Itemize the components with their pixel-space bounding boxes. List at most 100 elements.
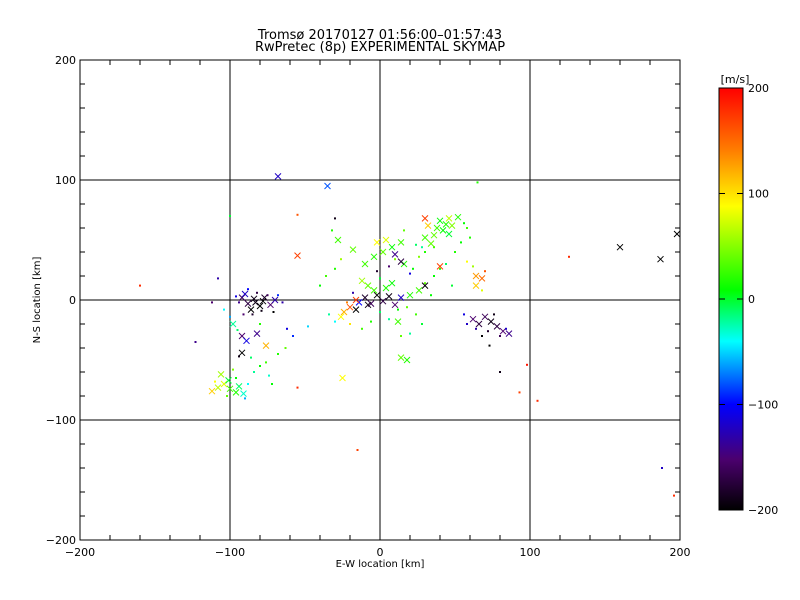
meteor-dot — [397, 308, 399, 311]
meteor-dot — [499, 371, 501, 373]
meteor-cross — [358, 277, 366, 285]
meteor-dot — [518, 391, 521, 394]
meteor-cross — [472, 282, 480, 289]
meteor-cross — [505, 330, 513, 337]
cross-stroke — [229, 320, 237, 328]
cross-stroke — [217, 371, 225, 378]
meteor-dot — [421, 323, 423, 325]
cross-stroke — [271, 296, 279, 304]
cross-stroke — [235, 383, 243, 390]
meteor-cross — [274, 173, 282, 180]
meteor-dot — [673, 494, 675, 497]
meteor-cross — [259, 297, 267, 305]
cross-stroke — [415, 287, 423, 294]
cross-stroke — [406, 291, 414, 299]
meteor-dot — [235, 377, 237, 379]
cross-stroke — [469, 315, 477, 323]
meteor-cross — [472, 272, 480, 280]
meteor-cross — [220, 380, 228, 388]
cross-stroke — [421, 234, 429, 241]
meteor-cross — [406, 291, 414, 299]
meteor-dot — [463, 313, 465, 316]
meteor-cross — [430, 231, 438, 239]
meteor-cross — [382, 284, 390, 292]
cross-stroke — [220, 380, 228, 388]
meteor-cross — [493, 323, 501, 330]
cross-stroke — [385, 293, 393, 300]
cross-stroke — [361, 294, 369, 301]
meteor-cross — [475, 320, 483, 328]
meteor-dot — [277, 353, 279, 355]
cross-stroke — [421, 215, 429, 222]
cross-stroke — [243, 337, 250, 345]
meteor-cross — [238, 349, 246, 357]
cross-stroke — [397, 239, 405, 246]
meteor-dot — [251, 313, 254, 316]
cross-stroke — [339, 374, 346, 382]
meteor-cross — [352, 296, 360, 304]
meteor-cross — [361, 260, 369, 268]
meteor-cross — [262, 342, 270, 349]
y-tick-label: −200 — [46, 534, 76, 547]
x-axis-label: E-W location [km] — [336, 559, 425, 570]
cross-stroke — [247, 306, 255, 313]
meteor-dot — [439, 267, 441, 270]
meteor-dot — [418, 255, 420, 258]
meteor-dot — [499, 335, 501, 337]
colorbar-label: [m/s] — [721, 73, 750, 86]
meteor-cross — [208, 387, 216, 395]
meteor-cross — [391, 301, 399, 309]
meteor-dot — [346, 301, 348, 304]
meteor-dot — [223, 308, 225, 311]
meteor-cross — [364, 301, 372, 309]
meteor-dot — [469, 236, 471, 239]
cross-stroke — [240, 390, 247, 397]
meteor-dot — [445, 263, 447, 265]
meteor-cross — [439, 227, 447, 234]
meteor-dot — [466, 227, 468, 229]
meteor-cross — [379, 297, 387, 305]
meteor-dot — [472, 265, 474, 268]
cross-stroke — [448, 222, 456, 229]
meteor-dot — [421, 246, 423, 249]
cross-stroke — [445, 215, 453, 222]
meteor-dot — [424, 251, 426, 253]
cross-stroke — [241, 290, 249, 298]
meteor-cross — [415, 287, 423, 294]
meteor-cross — [454, 213, 462, 221]
meteor-cross — [244, 300, 252, 307]
meteor-dot — [356, 449, 359, 451]
cross-stroke — [337, 313, 345, 321]
meteor-dot — [331, 229, 333, 232]
y-tick-label: −100 — [46, 414, 76, 427]
cross-stroke — [391, 251, 399, 258]
meteor-cross — [616, 243, 624, 251]
cross-stroke — [259, 297, 267, 305]
meteor-cross — [226, 385, 234, 393]
meteor-cross — [243, 337, 250, 345]
colorbar-tick-label: −200 — [748, 504, 778, 517]
meteor-dot — [271, 383, 273, 385]
cross-stroke — [397, 258, 405, 265]
cross-stroke — [294, 252, 301, 259]
cross-stroke — [262, 342, 270, 349]
cross-stroke — [340, 308, 348, 316]
meteor-cross — [346, 303, 354, 311]
meteor-cross — [217, 371, 225, 378]
meteor-dot — [493, 313, 495, 316]
meteor-dot — [403, 229, 405, 232]
x-tick-label: 200 — [670, 546, 691, 559]
meteor-dot — [211, 301, 213, 304]
meteor-dot — [247, 383, 249, 385]
meteor-cross — [370, 287, 378, 294]
meteor-dot — [463, 222, 465, 225]
meteor-dot — [296, 386, 299, 389]
cross-stroke — [346, 303, 354, 311]
cross-stroke — [225, 377, 232, 384]
meteor-dot — [238, 355, 240, 358]
cross-stroke — [445, 230, 453, 238]
meteor-dot — [481, 335, 483, 337]
meteor-cross — [397, 258, 405, 265]
grid-lines — [80, 60, 680, 540]
